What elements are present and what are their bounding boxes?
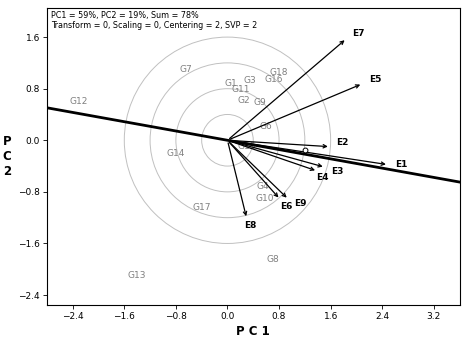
Text: G4: G4 (257, 182, 269, 191)
Text: G16: G16 (265, 74, 283, 84)
Text: G7: G7 (179, 65, 192, 74)
Text: G2: G2 (237, 96, 250, 105)
Text: G14: G14 (166, 149, 185, 158)
Text: G10: G10 (256, 194, 274, 203)
Text: E1: E1 (395, 160, 408, 169)
Text: G13: G13 (128, 271, 146, 280)
Text: PC1 = 59%, PC2 = 19%, Sum = 78%
Transform = 0, Scaling = 0, Centering = 2, SVP =: PC1 = 59%, PC2 = 19%, Sum = 78% Transfor… (51, 11, 257, 31)
Text: G6: G6 (260, 122, 272, 131)
Text: G9: G9 (253, 98, 266, 107)
Text: G15: G15 (238, 142, 256, 151)
Text: E8: E8 (244, 221, 257, 230)
Text: E4: E4 (317, 173, 329, 182)
Text: G3: G3 (244, 76, 257, 85)
Y-axis label: P
C
2: P C 2 (3, 135, 11, 178)
X-axis label: P C 1: P C 1 (236, 325, 270, 338)
Text: E7: E7 (352, 29, 364, 38)
Text: E2: E2 (336, 138, 349, 147)
Text: G1: G1 (224, 79, 237, 88)
Text: E5: E5 (369, 75, 382, 84)
Text: E3: E3 (331, 167, 343, 176)
Text: E6: E6 (280, 202, 293, 210)
Text: G12: G12 (70, 97, 88, 106)
Text: G11: G11 (231, 85, 250, 95)
Text: G8: G8 (266, 255, 279, 264)
Text: E9: E9 (294, 199, 306, 208)
Text: G18: G18 (270, 68, 288, 77)
Text: G17: G17 (192, 203, 211, 212)
